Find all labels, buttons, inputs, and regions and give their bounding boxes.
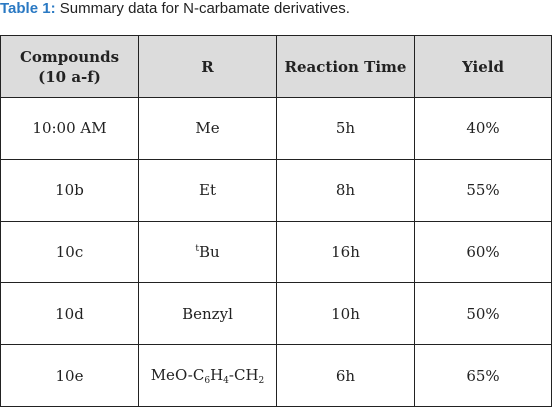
cell-r: tBu bbox=[138, 220, 277, 284]
cell-yield: 60% bbox=[414, 220, 552, 284]
cell-compound: 10:00 AM bbox=[0, 97, 139, 160]
cell-r: Benzyl bbox=[138, 282, 277, 346]
formula-part: MeO-C bbox=[150, 365, 205, 384]
cell-reaction-time: 8h bbox=[276, 158, 415, 222]
cell-compound: 10c bbox=[0, 220, 139, 284]
header-reaction-time: Reaction Time bbox=[276, 35, 415, 98]
summary-table: Compounds (10 a-f) R Reaction Time Yield… bbox=[0, 35, 552, 407]
caption-label: Table 1: bbox=[0, 0, 56, 17]
header-compounds-line2: (10 a-f) bbox=[38, 67, 101, 86]
cell-yield: 55% bbox=[414, 158, 552, 222]
formula-subscript: 6 bbox=[204, 375, 211, 386]
table-row: 10:00 AM Me 5h 40% bbox=[0, 97, 552, 160]
cell-r: Me bbox=[138, 97, 277, 160]
cell-yield: 40% bbox=[414, 97, 552, 160]
cell-compound: 10e bbox=[0, 344, 139, 407]
formula-part: -CH bbox=[228, 365, 259, 384]
formula-subscript: 2 bbox=[258, 375, 265, 386]
table-row: 10c tBu 16h 60% bbox=[0, 220, 552, 284]
cell-yield: 65% bbox=[414, 344, 552, 407]
table-row: 10d Benzyl 10h 50% bbox=[0, 282, 552, 346]
cell-compound: 10b bbox=[0, 158, 139, 222]
table-header-row: Compounds (10 a-f) R Reaction Time Yield bbox=[0, 35, 552, 98]
table-row: 10e MeO-C6H4-CH2 6h 65% bbox=[0, 344, 552, 407]
r-superscript: t bbox=[195, 243, 199, 254]
cell-yield: 50% bbox=[414, 282, 552, 346]
cell-reaction-time: 6h bbox=[276, 344, 415, 407]
cell-r: Et bbox=[138, 158, 277, 222]
table-row: 10b Et 8h 55% bbox=[0, 158, 552, 222]
cell-reaction-time: 10h bbox=[276, 282, 415, 346]
r-text: Bu bbox=[198, 242, 220, 261]
formula-subscript: 4 bbox=[223, 375, 229, 386]
header-r: R bbox=[138, 35, 277, 98]
header-compounds: Compounds (10 a-f) bbox=[0, 35, 139, 98]
header-yield: Yield bbox=[414, 35, 552, 98]
formula-part: H bbox=[210, 365, 224, 384]
header-compounds-line1: Compounds bbox=[19, 47, 120, 66]
cell-r: MeO-C6H4-CH2 bbox=[138, 344, 277, 407]
table-caption: Table 1: Summary data for N-carbamate de… bbox=[0, 0, 350, 17]
caption-text: Summary data for N-carbamate derivatives… bbox=[59, 0, 350, 17]
cell-reaction-time: 5h bbox=[276, 97, 415, 160]
cell-reaction-time: 16h bbox=[276, 220, 415, 284]
cell-compound: 10d bbox=[0, 282, 139, 346]
